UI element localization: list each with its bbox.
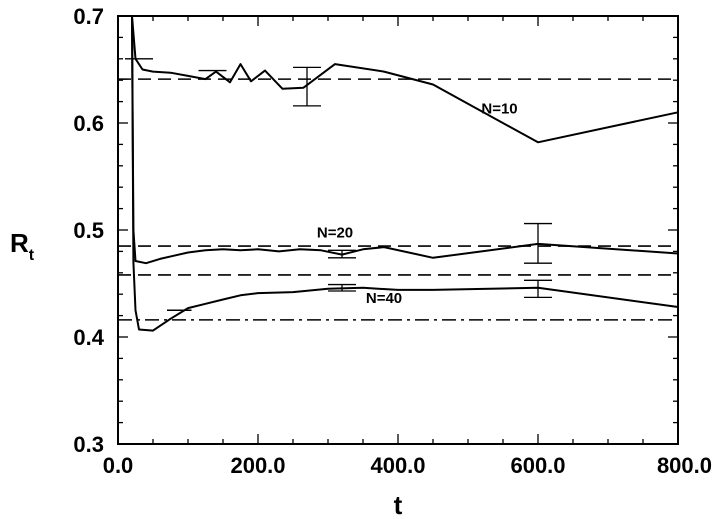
series-line-n40 (131, 15, 679, 332)
y-axis-title: Rt (10, 228, 35, 264)
y-tick-label: 0.7 (73, 4, 104, 29)
x-tick-label: 800.0 (657, 453, 712, 478)
series-label-n10: N=10 (481, 100, 517, 117)
x-tick-label: 0.0 (103, 453, 134, 478)
y-tick-label: 0.3 (73, 432, 104, 457)
y-axis-title-main: R (10, 228, 29, 258)
y-tick-label: 0.5 (73, 218, 104, 243)
series-line-n10 (131, 15, 679, 144)
series-label-n20: N=20 (317, 224, 353, 241)
error-bar (328, 283, 356, 292)
axis-ticks (117, 15, 679, 445)
series-lines (131, 15, 679, 332)
short-segments (125, 58, 227, 311)
series-label-n40: N=40 (366, 290, 402, 307)
x-tick-label: 600.0 (510, 453, 565, 478)
x-tick-label: 400.0 (370, 453, 425, 478)
error-bars (293, 66, 552, 299)
error-bar (524, 279, 552, 299)
y-tick-label: 0.6 (73, 111, 104, 136)
error-bar (524, 222, 552, 264)
x-axis-title: t (394, 490, 403, 519)
plot-frame (117, 15, 679, 445)
error-bar (328, 249, 356, 259)
y-tick-label: 0.4 (73, 325, 104, 350)
y-axis-title-subscript: t (29, 247, 35, 264)
series-line-n20 (131, 15, 679, 265)
error-bar (293, 66, 321, 107)
reference-lines (118, 78, 678, 321)
x-tick-label: 200.0 (230, 453, 285, 478)
annotations: N=10 N=20 N=40 (317, 100, 518, 306)
tick-labels: 0.0 200.0 400.0 600.0 800.0 0.3 0.4 0.5 0.6 0.7 (73, 4, 712, 478)
